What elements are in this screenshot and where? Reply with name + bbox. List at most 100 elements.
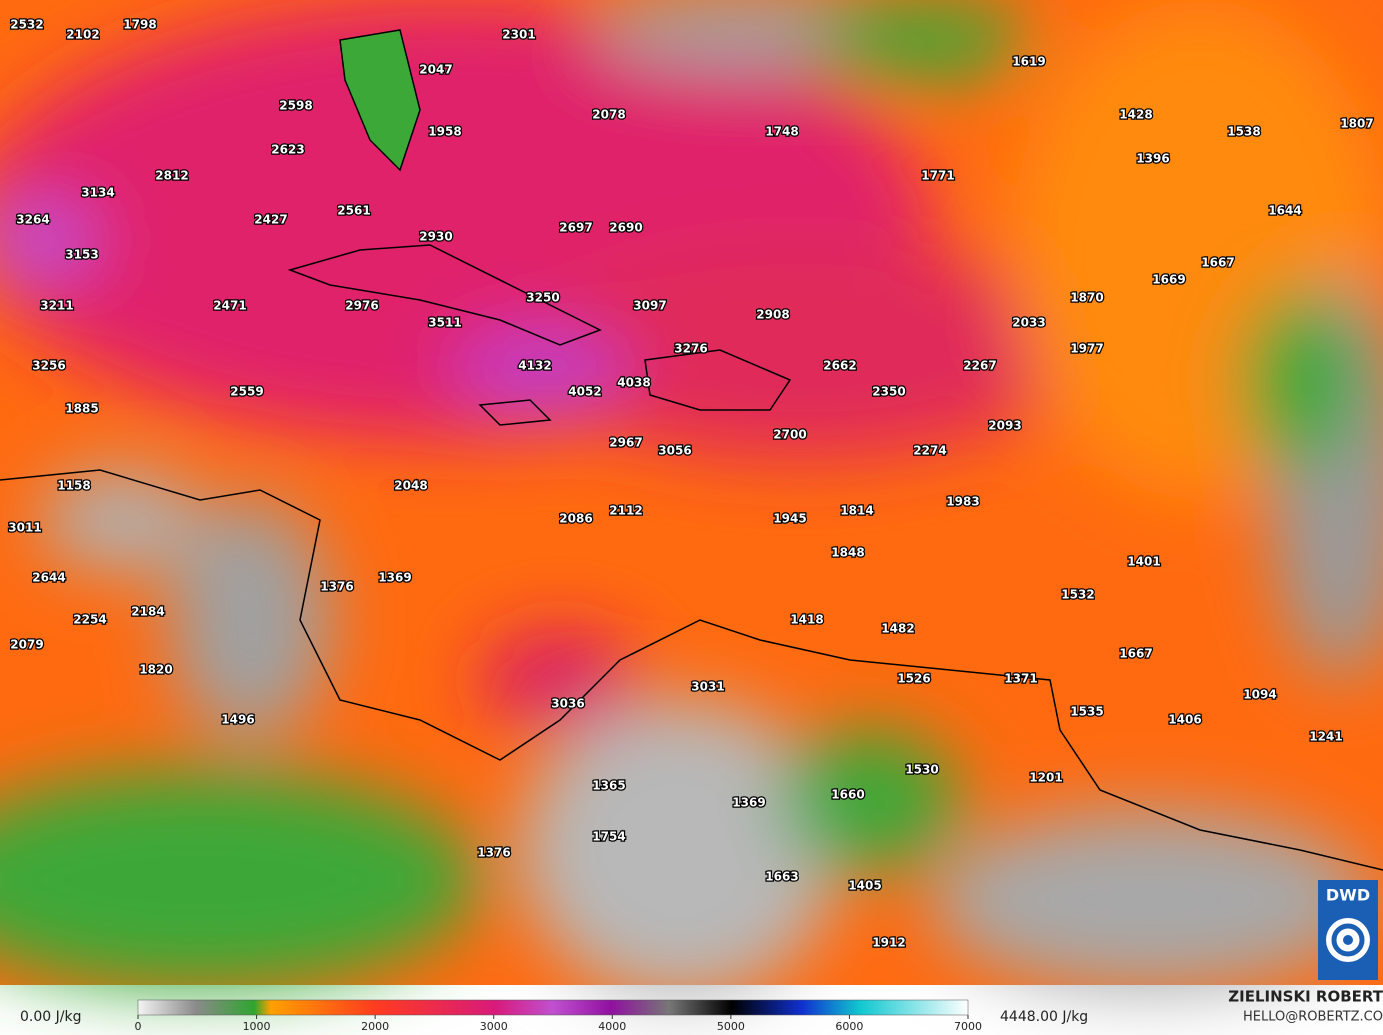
value-label: 1945 <box>773 512 806 526</box>
value-label: 3031 <box>691 680 724 694</box>
value-label: 2908 <box>756 308 789 322</box>
value-label: 2532 <box>10 18 43 32</box>
value-label: 1401 <box>1127 555 1160 569</box>
value-label: 1405 <box>848 879 881 893</box>
value-label: 1885 <box>65 402 98 416</box>
value-label: 1820 <box>139 663 172 677</box>
value-label: 1660 <box>831 788 864 802</box>
value-label: 2102 <box>66 28 99 42</box>
value-label: 3256 <box>32 359 65 373</box>
value-label: 4038 <box>617 376 650 390</box>
value-label: 2697 <box>559 221 592 235</box>
value-label: 2086 <box>559 512 592 526</box>
value-label: 2079 <box>10 638 43 652</box>
dwd-logo: DWD <box>1318 880 1378 980</box>
value-label: 2690 <box>609 221 642 235</box>
map-background <box>0 0 1383 1000</box>
value-label: 3036 <box>551 697 584 711</box>
value-label: 3134 <box>81 186 114 200</box>
colorbar-tick-label: 4000 <box>598 1020 626 1033</box>
value-label: 2561 <box>337 204 370 218</box>
value-label: 1663 <box>765 870 798 884</box>
credit-name: ZIELINSKI ROBERT <box>1228 988 1383 1006</box>
value-label: 1158 <box>57 479 90 493</box>
value-label: 2471 <box>213 299 246 313</box>
value-label: 1667 <box>1201 256 1234 270</box>
value-label: 2254 <box>73 613 106 627</box>
colorbar-tick-label: 7000 <box>954 1020 982 1033</box>
value-label: 4052 <box>568 385 601 399</box>
value-label: 1396 <box>1136 152 1169 166</box>
value-label: 2559 <box>230 385 263 399</box>
value-label: 2812 <box>155 169 188 183</box>
value-label: 2644 <box>32 571 65 585</box>
colorbar <box>137 999 969 1016</box>
value-label: 2930 <box>419 230 452 244</box>
value-label: 3097 <box>633 299 666 313</box>
credit-contact: HELLO@ROBERTZ.CO <box>1243 1010 1383 1025</box>
value-label: 2267 <box>963 359 996 373</box>
value-label: 2350 <box>872 385 905 399</box>
value-label: 1526 <box>897 672 930 686</box>
colorbar-min-label: 0.00 J/kg <box>20 1009 81 1025</box>
value-label: 1365 <box>592 779 625 793</box>
value-label: 1912 <box>872 936 905 950</box>
value-label: 1418 <box>790 613 823 627</box>
logo-text: DWD <box>1326 886 1370 905</box>
value-label: 1538 <box>1227 125 1260 139</box>
value-label: 1807 <box>1340 117 1373 131</box>
value-label: 2301 <box>502 28 535 42</box>
value-label: 3211 <box>40 299 73 313</box>
value-label: 3264 <box>16 213 49 227</box>
value-label: 3250 <box>526 291 559 305</box>
colorbar-tick-label: 5000 <box>717 1020 745 1033</box>
value-label: 1532 <box>1061 588 1094 602</box>
value-label: 1406 <box>1168 713 1201 727</box>
colorbar-tick-label: 2000 <box>361 1020 389 1033</box>
value-label: 1376 <box>477 846 510 860</box>
value-label: 3011 <box>8 521 41 535</box>
value-label: 2047 <box>419 63 452 77</box>
value-label: 2976 <box>345 299 378 313</box>
value-label: 1535 <box>1070 705 1103 719</box>
value-label: 1369 <box>378 571 411 585</box>
value-label: 1201 <box>1029 771 1062 785</box>
value-label: 2274 <box>913 444 946 458</box>
value-label: 2662 <box>823 359 856 373</box>
value-label: 1619 <box>1012 55 1045 69</box>
value-label: 1977 <box>1070 342 1103 356</box>
value-label: 2700 <box>773 428 806 442</box>
value-label: 1428 <box>1119 108 1152 122</box>
value-label: 1958 <box>428 125 461 139</box>
value-label: 3056 <box>658 444 691 458</box>
value-label: 1771 <box>921 169 954 183</box>
value-label: 1983 <box>946 495 979 509</box>
value-label: 2427 <box>254 213 287 227</box>
colorbar-tick-label: 3000 <box>480 1020 508 1033</box>
value-label: 2598 <box>279 99 312 113</box>
value-label: 1496 <box>221 713 254 727</box>
value-label: 2623 <box>271 143 304 157</box>
value-label: 3153 <box>65 248 98 262</box>
colorbar-max-label: 4448.00 J/kg <box>1000 1009 1088 1025</box>
value-label: 2078 <box>592 108 625 122</box>
value-label: 4132 <box>518 359 551 373</box>
value-label: 1241 <box>1309 730 1342 744</box>
colorbar-tick-label: 0 <box>135 1020 142 1033</box>
value-label: 1644 <box>1268 204 1301 218</box>
value-label: 1798 <box>123 18 156 32</box>
value-label: 1482 <box>881 622 914 636</box>
value-label: 3276 <box>674 342 707 356</box>
value-label: 1669 <box>1152 273 1185 287</box>
value-label: 1530 <box>905 763 938 777</box>
colorbar-tick-label: 1000 <box>243 1020 271 1033</box>
value-label: 1754 <box>592 830 625 844</box>
value-labels: 2532 2102 1798 2301 2047 1619 2598 2078 1428 1958… <box>7 16 1375 951</box>
value-label: 1870 <box>1070 291 1103 305</box>
value-label: 2048 <box>394 479 427 493</box>
value-label: 1667 <box>1119 647 1152 661</box>
value-label: 1748 <box>765 125 798 139</box>
colorbar-tick-label: 6000 <box>835 1020 863 1033</box>
value-label: 1094 <box>1243 688 1276 702</box>
value-label: 1369 <box>732 796 765 810</box>
